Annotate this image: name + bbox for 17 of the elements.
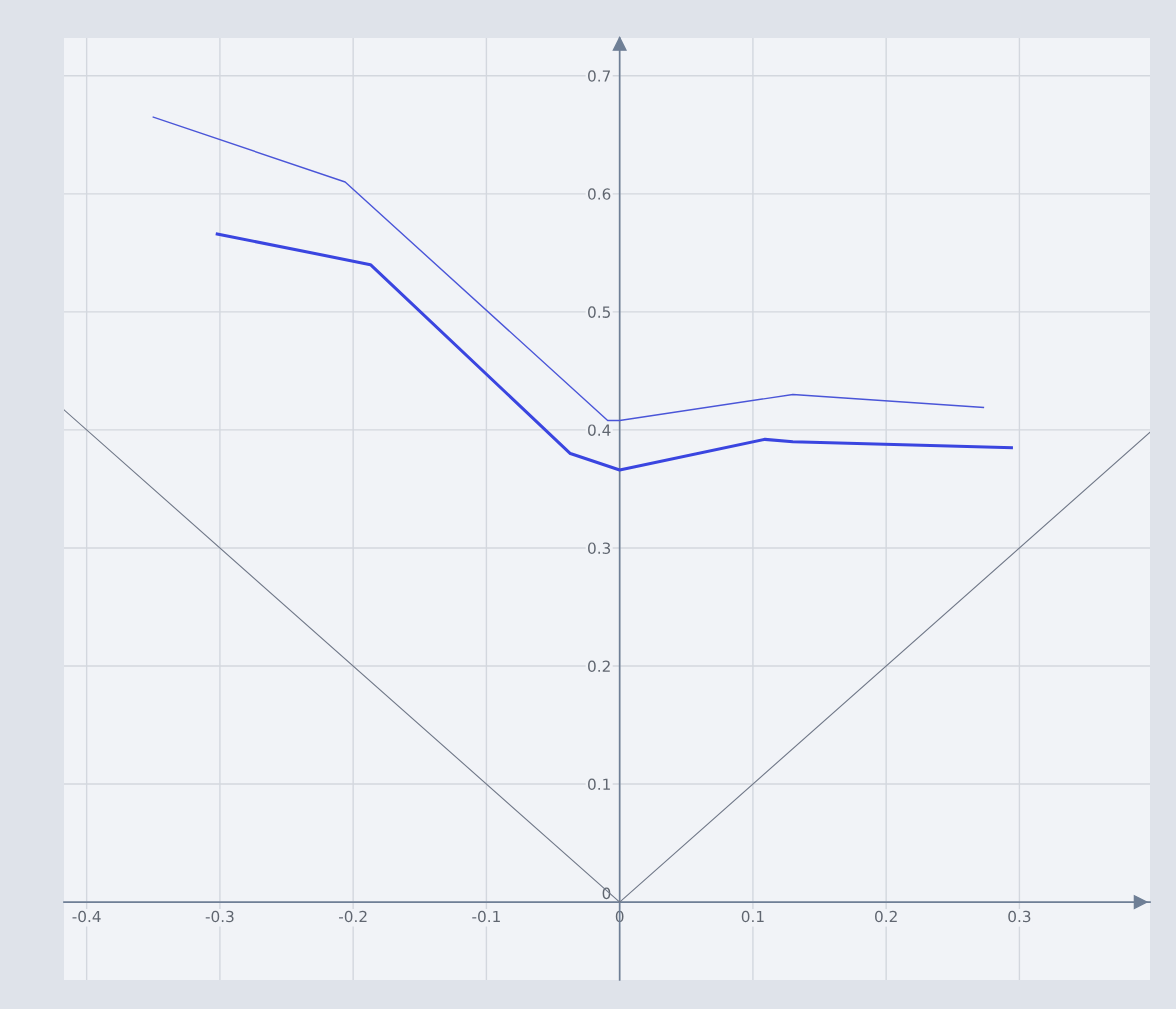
y-tick-label: 0.6: [588, 188, 611, 200]
x-tick-label: -0.2: [339, 910, 367, 923]
x-tick-label: -0.4: [72, 910, 101, 923]
y-tick-label: 0.3: [588, 542, 611, 554]
y-tick-label: 0.2: [588, 660, 610, 673]
x-tick-label: -0.3: [205, 910, 234, 923]
x-tick-label: 0.1: [741, 910, 764, 923]
y-tick-label: 0.7: [588, 70, 611, 82]
line-series: [152, 116, 985, 422]
y-tick-label: 0.1: [588, 778, 610, 791]
x-tick-label: 0.3: [1008, 910, 1031, 923]
y-tick-label: 0.4: [588, 424, 611, 436]
y-tick-label: 0: [602, 887, 611, 900]
x-tick-label: 0.2: [875, 910, 897, 923]
x-tick-label: -0.1: [472, 910, 500, 923]
line-series: [215, 232, 1013, 472]
y-tick-label: 0.5: [588, 306, 610, 318]
